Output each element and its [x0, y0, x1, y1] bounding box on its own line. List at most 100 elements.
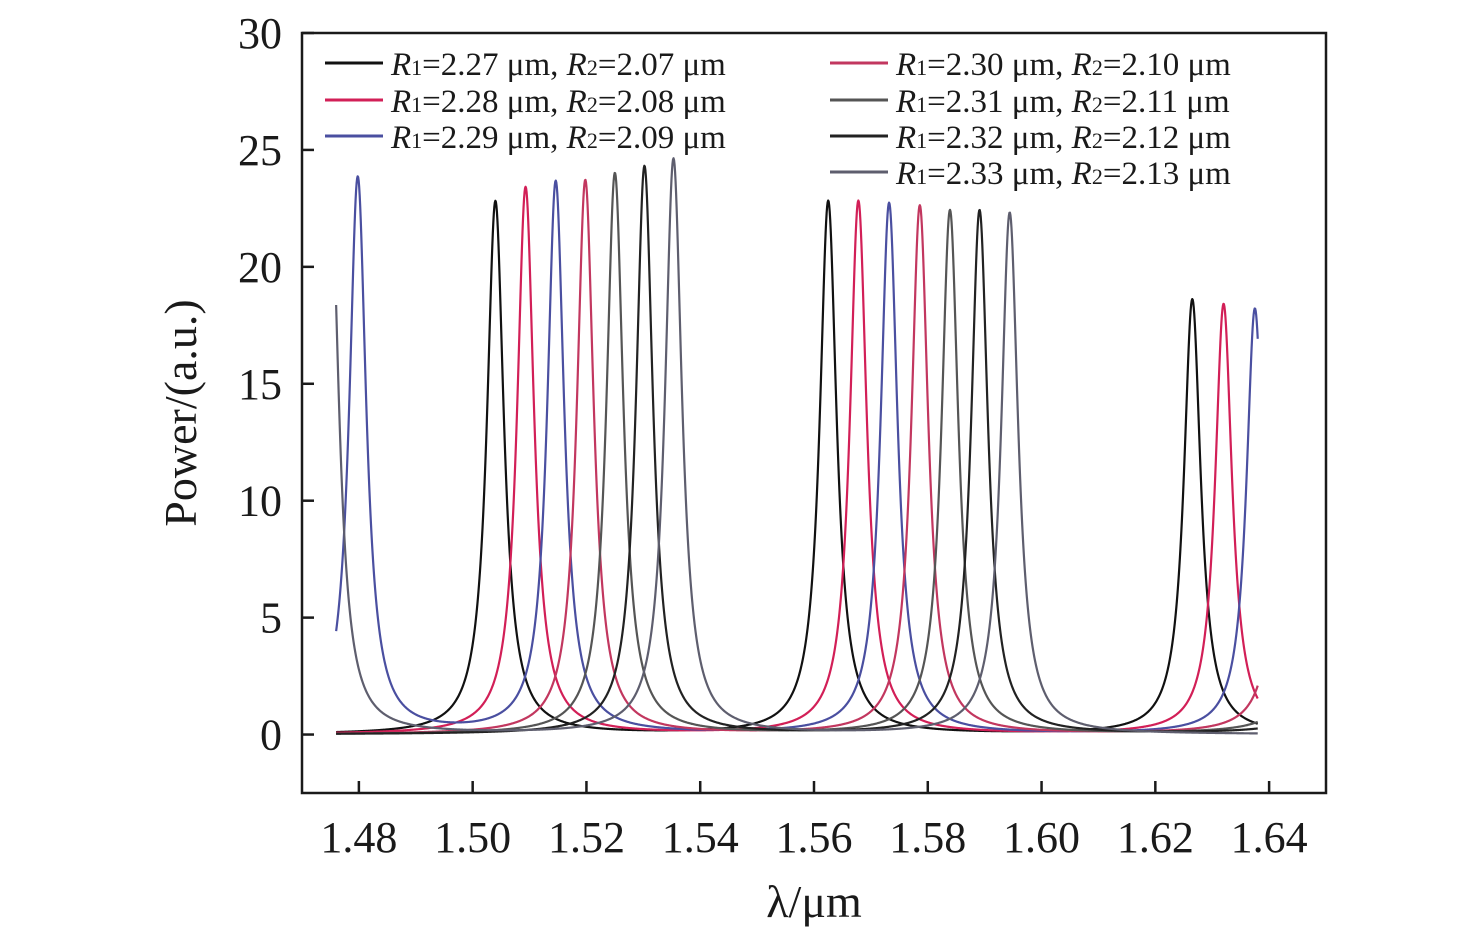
legend-text-part: R	[895, 156, 916, 192]
x-tick-label: 1.58	[889, 813, 966, 862]
series-curves	[335, 157, 1259, 735]
legend-value: 2.33	[946, 156, 1004, 192]
legend-text-part: =	[927, 120, 946, 156]
y-tick-label: 10	[238, 477, 282, 526]
series-line	[335, 185, 1259, 734]
legend-label: R1=2.31 μm, R2=2.11 μm	[895, 84, 1230, 120]
legend-text-part: μm	[1178, 84, 1230, 120]
legend-text-part: 2	[1092, 55, 1103, 80]
series-line	[335, 178, 1259, 735]
legend-text-part: μm,	[1004, 47, 1072, 83]
y-axis-title: Power/(a.u.)	[155, 299, 206, 526]
legend-text-part: 1	[916, 92, 927, 117]
x-tick-label: 1.48	[320, 813, 397, 862]
legend-text-part: =	[598, 84, 617, 120]
series-line	[335, 171, 1259, 735]
legend-text-part: μm,	[499, 120, 567, 156]
legend-text-part: 2	[587, 92, 598, 117]
legend-value: 2.07	[616, 47, 674, 83]
x-tick-label: 1.62	[1117, 813, 1194, 862]
legend-text-part: 1	[916, 164, 927, 189]
legend-label: R1=2.30 μm, R2=2.10 μm	[895, 47, 1231, 83]
legend-value: 2.30	[946, 47, 1004, 83]
legend-text-part: R	[390, 120, 411, 156]
legend-text-part: 2	[1092, 92, 1103, 117]
x-tick-label: 1.52	[548, 813, 625, 862]
legend-text-part: 2	[1092, 164, 1103, 189]
legend-value: 2.28	[441, 84, 499, 120]
legend-text-part: 1	[411, 128, 422, 153]
x-tick-label: 1.56	[776, 813, 853, 862]
legend-text-part: R	[566, 84, 587, 120]
legend-label: R1=2.29 μm, R2=2.09 μm	[390, 120, 726, 156]
legend-text-part: R	[566, 47, 587, 83]
series-line	[335, 175, 1259, 733]
series-line	[335, 199, 1259, 734]
legend-value: 2.27	[441, 47, 499, 83]
legend-text-part: μm,	[1004, 120, 1072, 156]
legend-text-part: =	[1103, 47, 1122, 83]
legend-value: 2.08	[616, 84, 674, 120]
legend-text-part: 1	[411, 55, 422, 80]
y-tick-label: 25	[238, 126, 282, 175]
legend-text-part: μm,	[1004, 156, 1072, 192]
legend-text-part: μm	[1179, 156, 1231, 192]
legend-text-part: 2	[587, 55, 598, 80]
legend-text-part: 1	[411, 92, 422, 117]
legend-text-part: R	[1071, 156, 1092, 192]
legend-text-part: R	[566, 120, 587, 156]
legend-text-part: μm	[674, 47, 726, 83]
x-tick-label: 1.50	[434, 813, 511, 862]
y-tick-label: 5	[260, 594, 282, 643]
legend-text-part: 1	[916, 55, 927, 80]
legend-value: 2.31	[946, 84, 1004, 120]
y-tick-label: 0	[260, 711, 282, 760]
legend-text-part: =	[927, 47, 946, 83]
legend-text-part: =	[1103, 84, 1122, 120]
legend-text-part: =	[598, 47, 617, 83]
legend-label: R1=2.27 μm, R2=2.07 μm	[390, 47, 726, 83]
legend-text-part: μm,	[1004, 84, 1072, 120]
y-tick-label: 30	[238, 9, 282, 58]
legend-text-part: 2	[1092, 128, 1103, 153]
legend-text-part: 1	[916, 128, 927, 153]
legend-value: 2.10	[1121, 47, 1179, 83]
y-tick-label: 20	[238, 243, 282, 292]
legend-text-part: 2	[587, 128, 598, 153]
legend-value: 2.09	[616, 120, 674, 156]
legend-text-part: =	[927, 84, 946, 120]
x-axis-ticks: 1.48 1.50 1.52 1.54 1.56 1.58 1.60 1.62 1.64	[320, 781, 1308, 862]
legend-value: 2.12	[1121, 120, 1179, 156]
legend-text-part: μm	[674, 120, 726, 156]
legend-value: 2.32	[946, 120, 1004, 156]
y-tick-label: 15	[238, 360, 282, 409]
legend-text-part: =	[927, 156, 946, 192]
legend-value: 2.11	[1121, 84, 1178, 120]
legend-text-part: =	[422, 84, 441, 120]
legend-text-part: μm	[1179, 120, 1231, 156]
legend-text-part: R	[1071, 120, 1092, 156]
x-axis-title: λ/μm	[766, 876, 862, 927]
legend-text-part: μm,	[499, 47, 567, 83]
legend-text-part: μm	[674, 84, 726, 120]
legend-text-part: R	[895, 84, 916, 120]
legend-text-part: R	[895, 47, 916, 83]
legend-text-part: R	[895, 120, 916, 156]
legend-text-part: R	[1071, 84, 1092, 120]
x-tick-label: 1.54	[662, 813, 739, 862]
legend-label: R1=2.33 μm, R2=2.13 μm	[895, 156, 1231, 192]
legend-text-part: =	[1103, 120, 1122, 156]
series-line	[335, 157, 1259, 735]
legend-label: R1=2.32 μm, R2=2.12 μm	[895, 120, 1231, 156]
x-tick-label: 1.60	[1003, 813, 1080, 862]
y-axis-ticks: 0 5 10 15 20 25 30	[238, 9, 314, 760]
legend-text-part: μm	[1179, 47, 1231, 83]
x-tick-label: 1.64	[1231, 813, 1308, 862]
legend-text-part: R	[1071, 47, 1092, 83]
legend-text-part: μm,	[499, 84, 567, 120]
legend-text-part: =	[1103, 156, 1122, 192]
legend-text-part: R	[390, 47, 411, 83]
legend-text-part: =	[422, 120, 441, 156]
